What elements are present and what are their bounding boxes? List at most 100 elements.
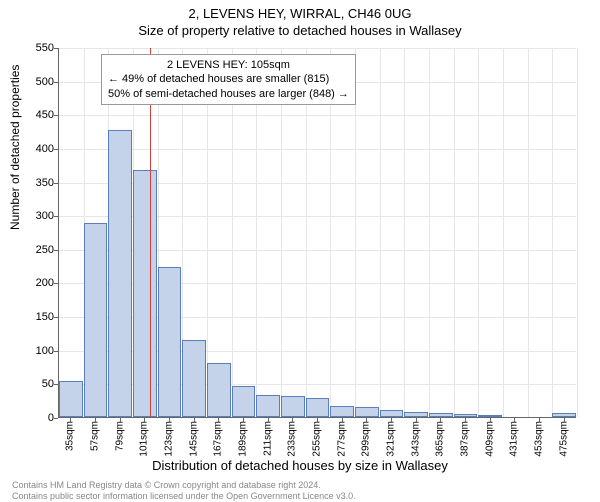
gridline-h — [59, 48, 576, 49]
title-subtitle: Size of property relative to detached ho… — [0, 21, 600, 38]
histogram-bar — [429, 413, 453, 417]
histogram-bar — [404, 412, 428, 417]
histogram-bar — [355, 407, 379, 417]
histogram-bar — [306, 398, 330, 417]
xtick-label: 233sqm — [287, 421, 298, 457]
xtick-mark — [120, 418, 121, 422]
ytick-mark — [54, 115, 58, 116]
ytick-label: 300 — [14, 210, 54, 222]
xtick-label: 79sqm — [114, 421, 125, 451]
footer-attribution: Contains HM Land Registry data © Crown c… — [12, 480, 356, 502]
ytick-label: 400 — [14, 143, 54, 155]
ytick-label: 0 — [14, 412, 54, 424]
xtick-label: 145sqm — [188, 421, 199, 457]
annotation-line2: ← 49% of detached houses are smaller (81… — [108, 72, 349, 86]
xtick-mark — [440, 418, 441, 422]
gridline-v — [404, 48, 405, 417]
xtick-mark — [243, 418, 244, 422]
xtick-mark — [490, 418, 491, 422]
xtick-mark — [416, 418, 417, 422]
xtick-mark — [564, 418, 565, 422]
xtick-mark — [70, 418, 71, 422]
xtick-label: 365sqm — [435, 421, 446, 457]
ytick-mark — [54, 216, 58, 217]
xtick-label: 167sqm — [213, 421, 224, 457]
ytick-label: 350 — [14, 177, 54, 189]
histogram-bar — [454, 414, 478, 417]
gridline-v — [380, 48, 381, 417]
ytick-mark — [54, 250, 58, 251]
gridline-v — [429, 48, 430, 417]
gridline-v — [454, 48, 455, 417]
xtick-mark — [218, 418, 219, 422]
x-axis-label: Distribution of detached houses by size … — [0, 458, 600, 473]
ytick-label: 100 — [14, 345, 54, 357]
histogram-bar — [281, 396, 305, 417]
xtick-label: 453sqm — [534, 421, 545, 457]
xtick-mark — [465, 418, 466, 422]
xtick-mark — [539, 418, 540, 422]
gridline-v — [552, 48, 553, 417]
gridline-v — [577, 48, 578, 417]
histogram-bar — [108, 130, 132, 417]
histogram-bar — [552, 413, 576, 417]
xtick-label: 321sqm — [386, 421, 397, 457]
histogram-bar — [330, 406, 354, 417]
xtick-label: 475sqm — [558, 421, 569, 457]
xtick-label: 343sqm — [410, 421, 421, 457]
xtick-mark — [292, 418, 293, 422]
plot-area: 2 LEVENS HEY: 105sqm← 49% of detached ho… — [58, 48, 576, 418]
annotation-line1: 2 LEVENS HEY: 105sqm — [108, 58, 349, 72]
xtick-mark — [391, 418, 392, 422]
ytick-label: 450 — [14, 109, 54, 121]
xtick-label: 409sqm — [484, 421, 495, 457]
histogram-bar — [133, 170, 157, 417]
histogram-bar — [59, 381, 83, 417]
ytick-mark — [54, 183, 58, 184]
xtick-label: 35sqm — [65, 421, 76, 451]
xtick-mark — [169, 418, 170, 422]
xtick-mark — [317, 418, 318, 422]
histogram-bar — [84, 223, 108, 417]
ytick-mark — [54, 283, 58, 284]
xtick-label: 299sqm — [361, 421, 372, 457]
ytick-label: 250 — [14, 244, 54, 256]
ytick-label: 500 — [14, 76, 54, 88]
chart-container: 2, LEVENS HEY, WIRRAL, CH46 0UG Size of … — [0, 0, 600, 500]
xtick-mark — [366, 418, 367, 422]
gridline-v — [503, 48, 504, 417]
xtick-label: 211sqm — [262, 421, 273, 456]
xtick-label: 255sqm — [312, 421, 323, 457]
ytick-label: 150 — [14, 311, 54, 323]
gridline-h — [59, 149, 576, 150]
histogram-bar — [182, 340, 206, 417]
xtick-mark — [144, 418, 145, 422]
xtick-label: 189sqm — [238, 421, 249, 457]
xtick-mark — [194, 418, 195, 422]
histogram-bar — [207, 363, 231, 417]
gridline-v — [528, 48, 529, 417]
gridline-v — [478, 48, 479, 417]
ytick-mark — [54, 384, 58, 385]
histogram-bar — [380, 410, 404, 417]
ytick-mark — [54, 48, 58, 49]
ytick-mark — [54, 149, 58, 150]
ytick-label: 50 — [14, 378, 54, 390]
ytick-mark — [54, 418, 58, 419]
annotation-box: 2 LEVENS HEY: 105sqm← 49% of detached ho… — [101, 54, 356, 105]
ytick-mark — [54, 82, 58, 83]
histogram-bar — [232, 386, 256, 417]
ytick-label: 550 — [14, 42, 54, 54]
histogram-bar — [256, 395, 280, 417]
histogram-bar — [158, 267, 182, 417]
xtick-label: 277sqm — [336, 421, 347, 457]
gridline-h — [59, 115, 576, 116]
footer-line1: Contains HM Land Registry data © Crown c… — [12, 480, 356, 491]
annotation-line3: 50% of semi-detached houses are larger (… — [108, 87, 349, 101]
ytick-label: 200 — [14, 277, 54, 289]
xtick-label: 431sqm — [509, 421, 520, 457]
title-address: 2, LEVENS HEY, WIRRAL, CH46 0UG — [0, 0, 600, 21]
xtick-mark — [95, 418, 96, 422]
histogram-bar — [478, 415, 502, 417]
ytick-mark — [54, 317, 58, 318]
